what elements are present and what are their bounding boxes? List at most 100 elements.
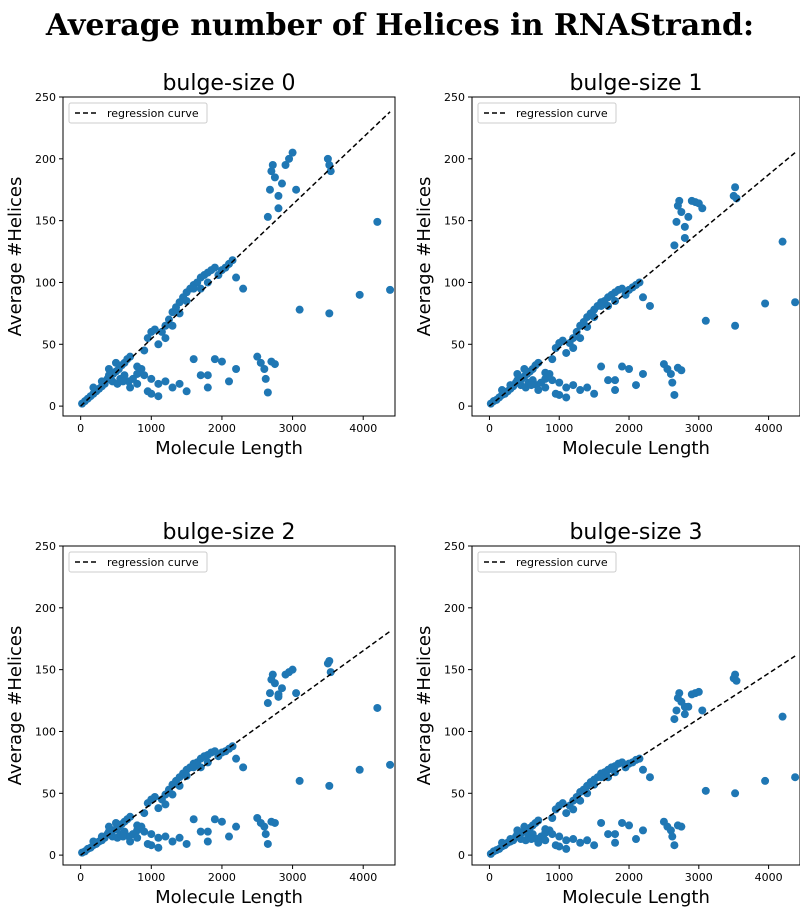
- data-point: [541, 383, 550, 392]
- data-point: [267, 167, 276, 176]
- data-point: [260, 365, 269, 374]
- data-point: [175, 379, 184, 388]
- x-tick-label: 2000: [615, 422, 643, 435]
- x-tick-label: 3000: [685, 871, 713, 884]
- data-point: [161, 334, 170, 343]
- y-axis-label: Average #Helices: [5, 626, 26, 786]
- x-tick-label: 0: [486, 871, 493, 884]
- data-point: [150, 792, 159, 801]
- legend-box: [68, 551, 208, 573]
- y-tick-label: 100: [35, 725, 56, 738]
- data-point: [590, 389, 599, 398]
- data-point: [154, 392, 163, 401]
- data-point: [154, 843, 163, 852]
- data-point: [520, 822, 529, 831]
- data-point: [154, 379, 163, 388]
- data-point: [670, 241, 679, 250]
- data-point: [583, 322, 592, 331]
- axes-frame: [62, 545, 396, 866]
- data-point: [498, 386, 507, 395]
- data-point: [576, 386, 585, 395]
- data-point: [189, 284, 198, 293]
- data-point: [590, 780, 599, 789]
- data-point: [111, 818, 120, 827]
- data-point: [189, 355, 198, 364]
- data-point: [625, 365, 634, 374]
- data-point: [104, 822, 113, 831]
- legend-box: [477, 551, 617, 573]
- data-point: [558, 799, 567, 808]
- data-point: [513, 369, 522, 378]
- data-point: [89, 837, 98, 846]
- data-point: [680, 233, 689, 242]
- data-point: [140, 371, 149, 380]
- data-point: [263, 388, 272, 397]
- legend-label: regression curve: [107, 556, 199, 569]
- data-point: [638, 826, 647, 835]
- data-point: [203, 827, 212, 836]
- data-point: [677, 822, 686, 831]
- y-tick-label: 150: [444, 664, 465, 677]
- x-tick-label: 0: [77, 422, 84, 435]
- data-point: [261, 374, 270, 383]
- data-point: [562, 809, 571, 818]
- data-point: [731, 183, 740, 192]
- data-point: [265, 185, 274, 194]
- data-point: [189, 763, 198, 772]
- data-point: [583, 789, 592, 798]
- data-point: [161, 377, 170, 386]
- data-point: [731, 789, 740, 798]
- data-point: [555, 378, 564, 387]
- y-tick-label: 150: [35, 215, 56, 228]
- data-point: [325, 309, 334, 318]
- data-point: [326, 668, 335, 677]
- data-point: [263, 839, 272, 848]
- data-point: [373, 217, 382, 226]
- x-tick-label: 1000: [545, 871, 573, 884]
- data-point: [203, 371, 212, 380]
- data-point: [232, 754, 241, 763]
- data-point: [154, 340, 163, 349]
- data-point: [778, 712, 787, 721]
- y-tick-label: 100: [444, 725, 465, 738]
- data-point: [265, 689, 274, 698]
- data-point: [590, 313, 599, 322]
- data-point: [666, 826, 675, 835]
- data-point: [635, 754, 644, 763]
- data-point: [140, 827, 149, 836]
- data-point: [618, 818, 627, 827]
- subplot-bulge-size-0: bulge-size 0 0 1000 2000 3000 4000 0 50 100 150 20…: [5, 71, 396, 459]
- legend-label: regression curve: [516, 556, 608, 569]
- data-point: [668, 378, 677, 387]
- axes-frame: [471, 545, 800, 866]
- data-point: [548, 830, 557, 839]
- data-point: [551, 841, 560, 850]
- data-point: [694, 687, 703, 696]
- y-tick-label: 0: [49, 400, 56, 413]
- data-point: [133, 833, 142, 842]
- data-point: [182, 297, 191, 306]
- data-point: [672, 706, 681, 715]
- y-axis-label: Average #Helices: [5, 177, 26, 337]
- data-point: [672, 217, 681, 226]
- y-tick-label: 50: [451, 787, 465, 800]
- x-tick-label: 3000: [685, 422, 713, 435]
- data-point: [182, 771, 191, 780]
- y-tick-label: 0: [458, 400, 465, 413]
- y-axis-label: Average #Helices: [414, 177, 435, 337]
- data-point: [168, 321, 177, 330]
- subplot-title: bulge-size 0: [162, 71, 295, 96]
- legend-box: [68, 102, 208, 124]
- data-point: [161, 800, 170, 809]
- x-tick-label: 3000: [279, 422, 307, 435]
- data-point: [670, 390, 679, 399]
- data-point: [210, 263, 219, 272]
- data-point: [288, 665, 297, 674]
- data-point: [133, 362, 142, 371]
- data-point: [232, 273, 241, 282]
- data-point: [680, 702, 689, 711]
- data-point: [551, 389, 560, 398]
- data-point: [541, 836, 550, 845]
- data-point: [541, 368, 550, 377]
